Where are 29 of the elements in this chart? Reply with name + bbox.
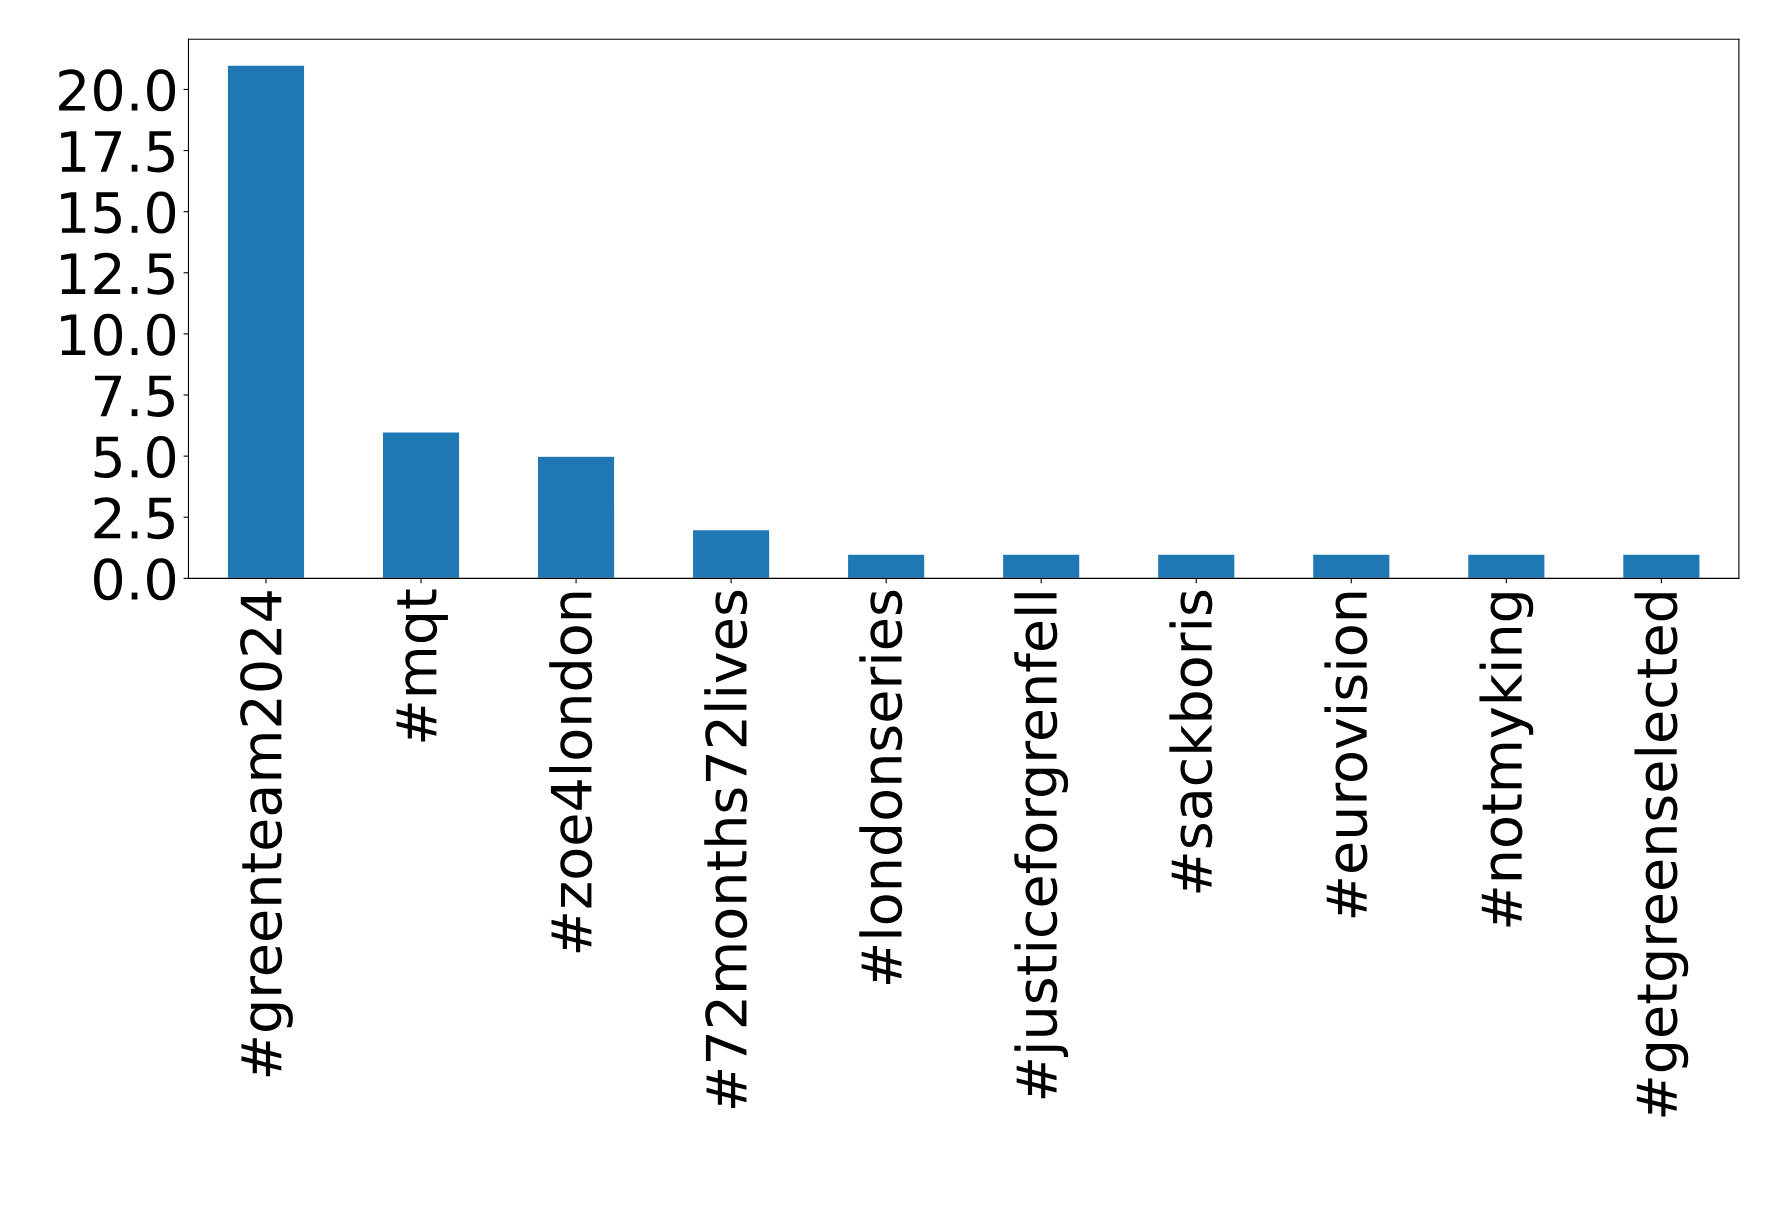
y-tick-label: 15.0	[61, 191, 176, 234]
y-tick-label: 5.0	[94, 436, 176, 479]
y-tick-label: 10.0	[61, 313, 176, 356]
bar	[1001, 553, 1081, 579]
bar	[1156, 553, 1236, 579]
y-tick-label: 17.5	[61, 131, 174, 173]
y-tick-label: 2.5	[94, 497, 174, 540]
x-tick-label: #londonseries	[859, 590, 903, 984]
x-tick-label: #sackboris	[1169, 590, 1213, 893]
bar	[1311, 553, 1391, 579]
x-tick-label: #greenteam2024	[240, 591, 293, 1077]
x-tick-label: #getgreenselected	[1634, 593, 1689, 1117]
bar	[691, 528, 771, 579]
bar	[381, 431, 461, 579]
x-tick-label: #eurovision	[1324, 592, 1368, 918]
bar	[1466, 553, 1546, 579]
x-tick-label: #notmyking	[1479, 593, 1534, 927]
x-tick-label: #justiceforgrenfell	[1014, 593, 1069, 1099]
y-tick-label: 7.5	[94, 375, 174, 417]
y-tick-label: 0.0	[94, 558, 176, 601]
bar	[536, 455, 616, 579]
y-tick-label: 12.5	[61, 252, 174, 295]
bar	[226, 64, 306, 579]
y-tick-label: 20.0	[59, 69, 176, 112]
x-tick-label: #72months72lives	[704, 590, 748, 1108]
bar	[1621, 553, 1701, 579]
x-tick-label: #mqt	[396, 589, 448, 742]
x-tick-label: #zoe4london	[549, 592, 593, 953]
bar	[846, 553, 926, 579]
